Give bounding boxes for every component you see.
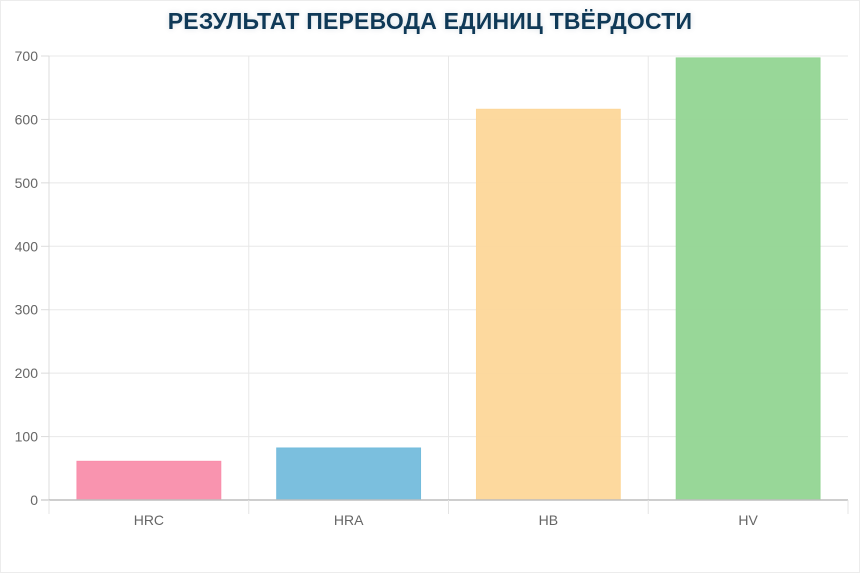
y-tick-label: 500 <box>15 175 39 191</box>
y-tick-label: 600 <box>15 111 39 127</box>
bar-hrc <box>76 460 222 501</box>
x-tick-label: HRA <box>334 512 364 528</box>
y-tick-label: 100 <box>15 429 39 445</box>
chart-title: РЕЗУЛЬТАТ ПЕРЕВОДА ЕДИНИЦ ТВЁРДОСТИ <box>167 8 693 34</box>
x-axis-ticks: HRC HRA HB HV <box>48 500 849 528</box>
x-tick-label: HB <box>539 512 558 528</box>
x-tick-label: HRC <box>134 512 164 528</box>
y-tick-label: 700 <box>15 48 39 64</box>
x-tick-label: HV <box>738 512 758 528</box>
y-tick-label: 200 <box>15 365 39 381</box>
y-tick-label: 0 <box>30 492 38 508</box>
bar-hra <box>276 447 422 501</box>
bars <box>76 57 821 501</box>
bar-hb <box>475 108 621 501</box>
y-tick-label: 300 <box>15 302 39 318</box>
y-axis-ticks: 0 100 200 300 400 500 600 700 <box>15 48 49 508</box>
axes <box>41 56 848 514</box>
y-tick-label: 400 <box>15 238 39 254</box>
bar-hv <box>675 57 821 501</box>
